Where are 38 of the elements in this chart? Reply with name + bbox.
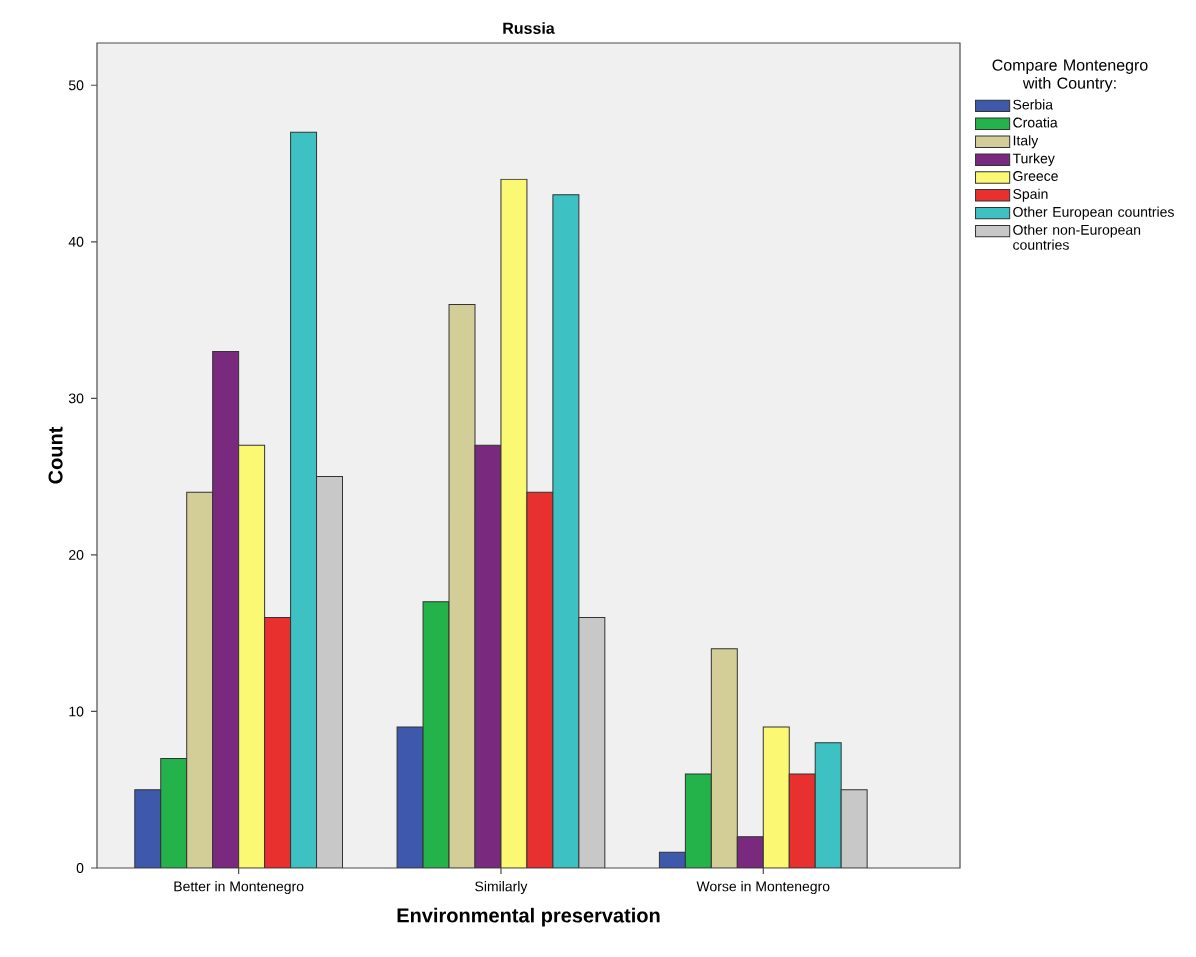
- bar: [396, 726, 424, 868]
- bar: [186, 491, 214, 868]
- y-tick-label: 50: [68, 80, 84, 91]
- bar: [788, 773, 816, 868]
- bar: [474, 444, 502, 868]
- y-tick-label: 30: [68, 393, 84, 404]
- y-tick-label: 40: [68, 236, 84, 247]
- bar: [448, 303, 476, 868]
- legend-label: Spain: [1013, 188, 1048, 202]
- bar: [578, 617, 606, 868]
- legend-label: Other European countries: [1013, 206, 1174, 220]
- bar: [134, 789, 162, 868]
- legend-label: Other non-European countries: [1013, 224, 1141, 250]
- bar: [736, 836, 764, 868]
- y-axis-title: Count: [48, 426, 63, 484]
- x-tick-label: Better in Montenegro: [174, 881, 304, 895]
- legend-label: Greece: [1013, 171, 1058, 181]
- x-tick-label: Similarly: [475, 881, 528, 895]
- bar: [212, 350, 240, 868]
- bar: [316, 476, 344, 868]
- bar: [840, 789, 868, 868]
- bar: [422, 601, 450, 868]
- x-axis-title: Environmental preservation: [397, 907, 660, 927]
- y-tick-label: 0: [76, 863, 84, 873]
- y-tick-label: 20: [69, 549, 84, 560]
- bar: [684, 773, 712, 868]
- bar: [710, 648, 738, 868]
- bar: [160, 757, 188, 868]
- chart-title: Russia: [503, 22, 555, 34]
- y-tick-label: 10: [69, 706, 84, 717]
- legend-label: Croatia: [1013, 117, 1058, 128]
- x-tick-label: Worse in Montenegro: [696, 881, 830, 895]
- legend-label: Serbia: [1013, 99, 1054, 110]
- legend-label: Italy: [1013, 135, 1039, 149]
- bar: [264, 617, 292, 868]
- bar: [526, 491, 554, 868]
- legend-label: Turkey: [1012, 153, 1055, 167]
- legend-title: Compare Montenegro with Country:: [992, 59, 1148, 92]
